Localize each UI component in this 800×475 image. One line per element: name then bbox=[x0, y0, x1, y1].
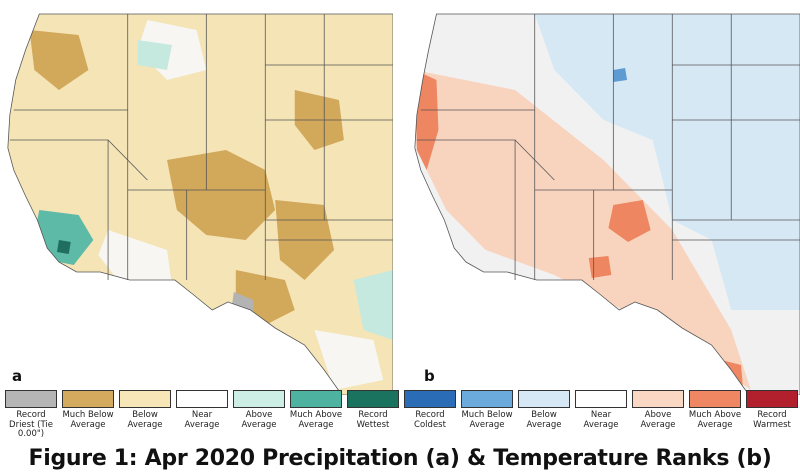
legend-label: Record Driest (Tie 0.00") bbox=[9, 410, 53, 439]
legend-swatch bbox=[575, 390, 627, 408]
legend-item: Much Above Average bbox=[688, 390, 742, 430]
legend-swatch bbox=[290, 390, 342, 408]
legend-swatch bbox=[746, 390, 798, 408]
legend-swatch bbox=[347, 390, 399, 408]
panel-letter-b: b bbox=[424, 367, 435, 385]
region-much-above-1 bbox=[608, 200, 651, 242]
legend-swatch bbox=[518, 390, 570, 408]
legend-item: Much Below Average bbox=[460, 390, 514, 430]
legend-item: Record Warmest bbox=[745, 390, 799, 430]
region-above-0 bbox=[414, 70, 751, 390]
legend-label: Near Average bbox=[184, 410, 220, 430]
legend-label: Below Average bbox=[127, 410, 163, 430]
legend-swatch bbox=[689, 390, 741, 408]
legend-item: Much Above Average bbox=[289, 390, 343, 430]
legend-swatch bbox=[632, 390, 684, 408]
legend-label: Record Warmest bbox=[753, 410, 791, 430]
legend-label: Above Average bbox=[640, 410, 676, 430]
legend-item: Near Average bbox=[175, 390, 229, 430]
legend-swatch bbox=[176, 390, 228, 408]
legend-item: Above Average bbox=[631, 390, 685, 430]
legend-item: Record Wettest bbox=[346, 390, 400, 430]
region-record-wettest-0 bbox=[56, 240, 71, 254]
region-above-0 bbox=[137, 40, 172, 70]
figure-caption: Figure 1: Apr 2020 Precipitation (a) & T… bbox=[28, 446, 772, 471]
rank-legend: Record Driest (Tie 0.00") Much Below Aver… bbox=[0, 390, 800, 445]
precipitation-map bbox=[0, 10, 393, 395]
region-near-1 bbox=[98, 230, 172, 285]
legend-swatch bbox=[233, 390, 285, 408]
legend-label: Record Coldest bbox=[414, 410, 446, 430]
region-above-1 bbox=[353, 270, 393, 340]
legend-label: Much Below Average bbox=[461, 410, 513, 430]
legend-label: Much Above Average bbox=[688, 410, 742, 430]
legend-label: Near Average bbox=[583, 410, 619, 430]
region-much-above-0 bbox=[414, 70, 439, 170]
legend-swatch bbox=[119, 390, 171, 408]
legend-label: Much Above Average bbox=[289, 410, 343, 430]
region-much-below-3 bbox=[29, 30, 89, 90]
legend-item: Much Below Average bbox=[61, 390, 115, 430]
legend-label: Below Average bbox=[526, 410, 562, 430]
legend-item: Below Average bbox=[118, 390, 172, 430]
legend-swatch bbox=[62, 390, 114, 408]
panel-letter-a: a bbox=[12, 367, 23, 385]
legend-label: Above Average bbox=[241, 410, 277, 430]
region-much-below-0 bbox=[613, 68, 628, 82]
region-below-0 bbox=[534, 14, 800, 310]
region-much-below-0 bbox=[167, 150, 276, 240]
legend-swatch bbox=[404, 390, 456, 408]
region-much-above-2 bbox=[588, 256, 612, 278]
legend-item: Record Driest (Tie 0.00") bbox=[4, 390, 58, 440]
legend-swatch bbox=[5, 390, 57, 408]
legend-item: Near Average bbox=[574, 390, 628, 430]
temperature-map bbox=[407, 10, 800, 395]
legend-label: Much Below Average bbox=[62, 410, 114, 430]
legend-item: Above Average bbox=[232, 390, 286, 430]
legend-swatch bbox=[461, 390, 513, 408]
legend-item: Record Coldest bbox=[403, 390, 457, 430]
region-near-2 bbox=[314, 330, 384, 390]
legend-item: Below Average bbox=[517, 390, 571, 430]
legend-label: Record Wettest bbox=[356, 410, 390, 430]
